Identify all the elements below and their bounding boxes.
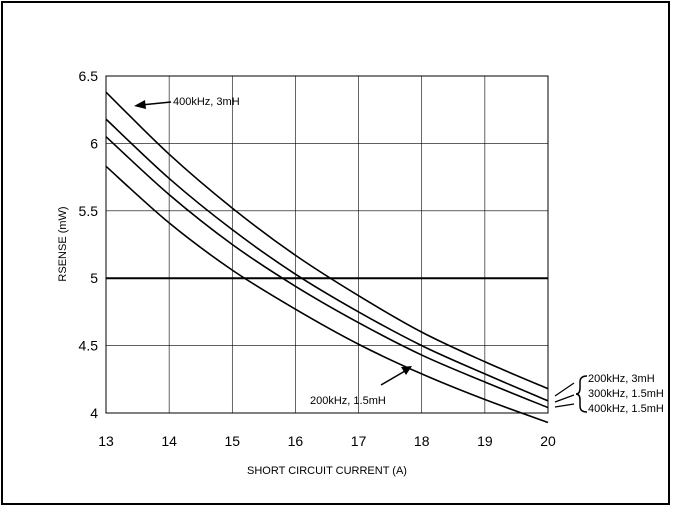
y-axis-ticks: 4 4.5 5 5.5 6 6.5 xyxy=(79,68,99,421)
annotation-top-arrowhead xyxy=(134,100,146,109)
series-line-4 xyxy=(105,165,549,424)
y-tick-label: 4.5 xyxy=(79,338,99,354)
grid xyxy=(105,75,549,414)
annotation-bottom-arrowhead xyxy=(401,366,412,375)
annotation-bottom-label: 200kHz, 1.5mH xyxy=(310,395,386,407)
annotation-right-label-1: 200kHz, 3mH xyxy=(588,373,655,385)
annotation-right-leader-3 xyxy=(554,403,575,408)
annotation-right-leader-1 xyxy=(554,382,575,397)
series-line-2 xyxy=(105,118,549,402)
plot-area xyxy=(105,75,549,414)
y-tick-label: 5.5 xyxy=(79,203,99,219)
x-tick-label: 14 xyxy=(161,433,177,449)
annotation-top: 400kHz, 3mH xyxy=(134,96,240,109)
annotation-right-brace xyxy=(575,375,588,413)
annotation-right-leader-2 xyxy=(554,394,575,403)
y-tick-label: 5 xyxy=(90,270,98,286)
x-axis-title: SHORT CIRCUIT CURRENT (A) xyxy=(247,465,407,477)
y-tick-label: 6 xyxy=(90,135,98,151)
y-tick-label: 4 xyxy=(90,405,98,421)
y-tick-label: 6.5 xyxy=(79,68,99,84)
x-tick-label: 15 xyxy=(224,433,240,449)
annotation-right-group: 200kHz, 3mH 300kHz, 1.5mH 400kHz, 1.5mH xyxy=(554,373,664,415)
annotation-top-label: 400kHz, 3mH xyxy=(173,96,240,108)
series-line-1 xyxy=(105,91,549,390)
annotation-right-label-2: 300kHz, 1.5mH xyxy=(588,388,664,400)
annotation-right-label-3: 400kHz, 1.5mH xyxy=(588,403,664,415)
x-tick-label: 13 xyxy=(98,433,114,449)
x-tick-label: 17 xyxy=(351,433,367,449)
chart-frame xyxy=(1,1,670,505)
annotation-bottom-leader xyxy=(380,370,406,386)
series-line-3 xyxy=(105,136,549,409)
x-tick-label: 19 xyxy=(477,433,493,449)
y-axis-title: RSENSE (mW) xyxy=(57,206,69,281)
annotation-bottom: 200kHz, 1.5mH xyxy=(310,366,412,407)
annotation-top-leader xyxy=(140,101,172,106)
x-tick-label: 16 xyxy=(288,433,304,449)
x-tick-label: 18 xyxy=(414,433,430,449)
x-tick-label: 20 xyxy=(540,433,556,449)
series-layer xyxy=(105,91,549,424)
x-axis-ticks: 13 14 15 16 17 18 19 20 xyxy=(98,433,556,449)
